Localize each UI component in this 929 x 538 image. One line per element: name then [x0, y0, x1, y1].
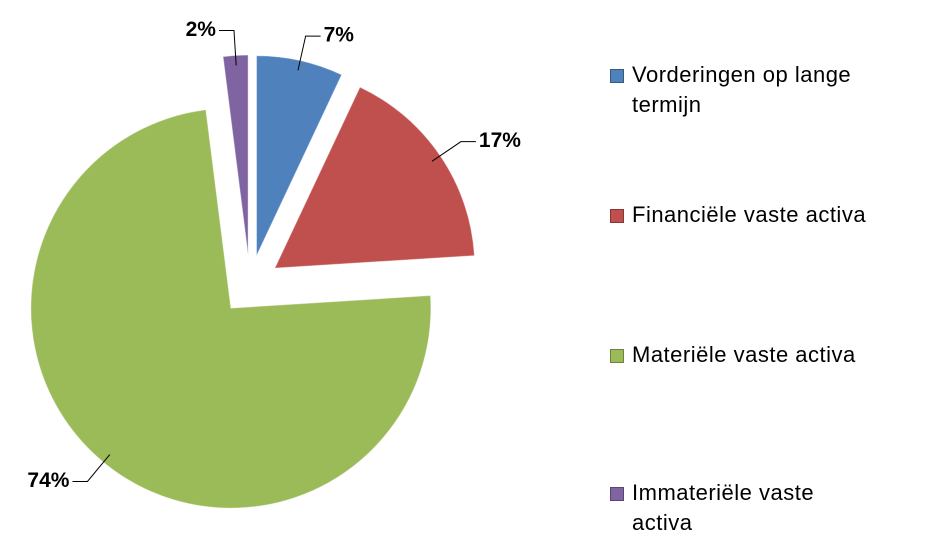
legend-label: Immateriële vaste activa: [632, 480, 815, 535]
legend-label: Vorderingen op lange termijn: [632, 62, 852, 117]
legend-swatch: [610, 69, 624, 83]
data-label: 17%: [479, 129, 521, 152]
legend-item: Materiële vaste activa: [610, 340, 900, 370]
legend-item: Vorderingen op lange termijn: [610, 60, 900, 120]
data-label: 2%: [186, 18, 217, 41]
leader-line: [297, 35, 321, 71]
pie-area: 7% 17% 74% 2%: [27, 18, 521, 509]
legend-swatch: [610, 349, 624, 363]
legend-swatch: [610, 209, 624, 223]
data-label: 7%: [324, 24, 355, 47]
leader-line: [72, 454, 111, 482]
legend-item: Immateriële vaste activa: [610, 478, 900, 538]
legend-label: Financiële vaste activa: [632, 202, 867, 227]
leader-line: [431, 141, 476, 162]
legend-item: Financiële vaste activa: [610, 200, 900, 230]
pie-slice: [222, 54, 249, 256]
legend-label: Materiële vaste activa: [632, 342, 856, 367]
legend-swatch: [610, 487, 624, 501]
leader-line: [218, 30, 237, 66]
data-label: 74%: [27, 469, 69, 492]
